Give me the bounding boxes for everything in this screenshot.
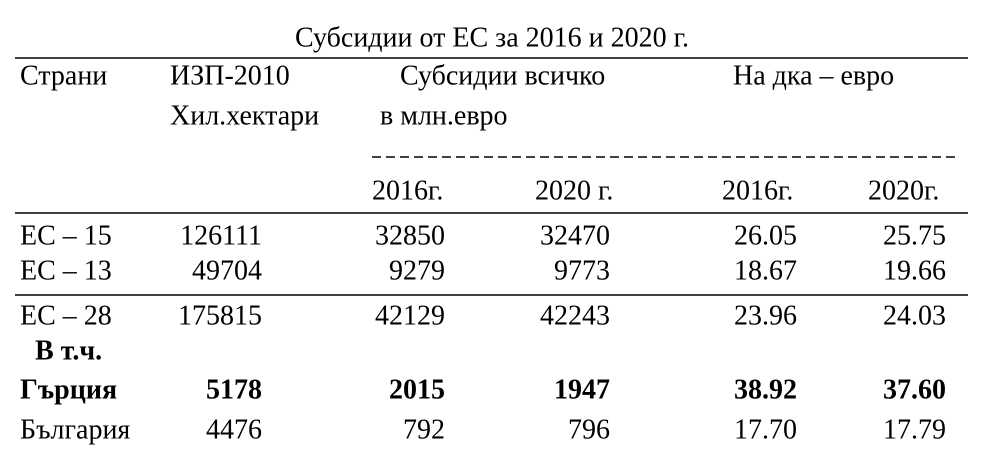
cell: 23.96 [734,300,797,331]
cell: 24.03 [883,300,946,331]
year: 2016г. [722,175,793,206]
row-label: ЕС – 15 [20,220,112,251]
cell: 42243 [540,300,610,331]
cell: 1947 [554,374,610,405]
row-label: ЕС – 13 [20,255,112,286]
cell: 49704 [192,255,262,286]
year: 2016г. [372,175,443,206]
cell: 18.67 [734,255,797,286]
rows: ЕС – 15 126111 32850 32470 26.05 25.75 ЕС – 13… [20,220,946,445]
cell: 175815 [178,300,262,331]
cell: 2015 [389,374,445,405]
header: На дка – евро [733,60,894,91]
cell: 17.79 [883,414,946,445]
row-label: Гърция [20,374,117,405]
title: Субсидии от ЕС за 2016 и 2020 г. [295,22,689,53]
cell: 792 [403,414,445,445]
header: ИЗП-2010 [170,60,290,91]
cell: 38.92 [734,374,797,405]
cell: 17.70 [734,414,797,445]
cell: 32470 [540,220,610,251]
cell: 42129 [375,300,445,331]
cell: 26.05 [734,220,797,251]
cell: 796 [568,414,610,445]
year: 2020г. [868,175,939,206]
subgroup-label: В т.ч. [35,335,102,366]
cell: 9279 [389,255,445,286]
cell: 37.60 [883,374,946,405]
cell: 9773 [554,255,610,286]
cell: 126111 [180,220,262,251]
cell: 25.75 [883,220,946,251]
cell: 4476 [206,414,262,445]
cell: 19.66 [883,255,946,286]
cell: 32850 [375,220,445,251]
row-label: ЕС – 28 [20,300,112,331]
header: Страни [20,60,107,91]
row-label: България [20,414,130,445]
cell: 5178 [206,374,262,405]
header: Хил.хектари [170,100,319,131]
year: 2020 г. [535,175,613,206]
header: в млн.евро [380,100,508,131]
header: Субсидии всичко [400,60,605,91]
